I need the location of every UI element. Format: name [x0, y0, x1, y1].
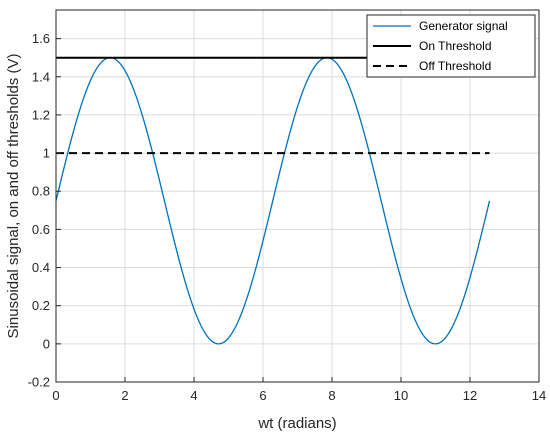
y-tick-label: -0.2	[28, 375, 50, 390]
legend: Generator signal On Threshold Off Threshol…	[366, 14, 536, 78]
y-tick-label: 1.4	[32, 69, 50, 84]
x-tick-label: 2	[121, 388, 128, 403]
y-axis-title: Sinusoidal signal, on and off thresholds…	[5, 54, 22, 339]
y-tick-label: 0.2	[32, 298, 50, 313]
x-tick-label: 10	[394, 388, 408, 403]
x-axis-title: wt (radians)	[257, 415, 336, 432]
axes-box	[55, 9, 540, 383]
x-tick-label: 0	[52, 388, 59, 403]
x-tick-label: 12	[463, 388, 477, 403]
y-tick-label: 1.6	[32, 31, 50, 46]
series-layer	[55, 56, 491, 345]
x-tick-label: 8	[328, 388, 335, 403]
y-tick-label: 0.6	[32, 222, 50, 237]
legend-label: Off Threshold	[419, 59, 491, 73]
tick-layer: 0 2 4 6 8 10 12 14-0.200.20.40.60.811.21.41.6	[28, 31, 547, 403]
x-tick-label: 6	[259, 388, 266, 403]
y-tick-label: 0.4	[32, 260, 50, 275]
x-tick-label: 4	[190, 388, 197, 403]
legend-label: Generator signal	[419, 19, 508, 33]
y-tick-label: 1	[43, 146, 50, 161]
x-tick-label: 14	[532, 388, 546, 403]
y-tick-label: 0.8	[32, 184, 50, 199]
y-tick-label: 0	[43, 336, 50, 351]
y-tick-label: 1.2	[32, 107, 50, 122]
series-line-generator-signal	[55, 57, 491, 345]
legend-label: On Threshold	[419, 39, 492, 53]
